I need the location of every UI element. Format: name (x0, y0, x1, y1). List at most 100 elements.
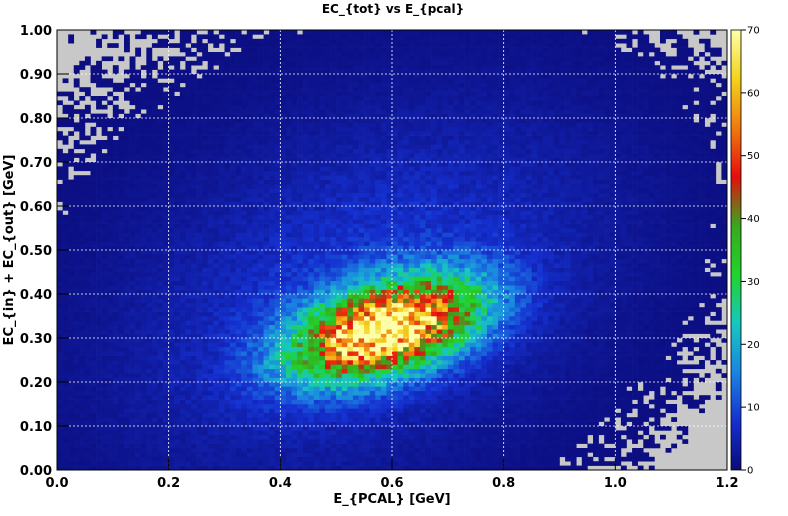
heatmap-cell (224, 267, 231, 273)
heatmap-cell (224, 302, 231, 308)
heatmap-cell (174, 307, 181, 312)
heatmap-cell (185, 448, 192, 453)
heatmap-cell (213, 342, 220, 348)
heatmap-cell (140, 192, 147, 198)
heatmap-cell (79, 197, 86, 202)
heatmap-cell (246, 333, 253, 339)
heatmap-cell (274, 148, 281, 154)
heatmap-cell (202, 329, 209, 334)
heatmap-cell (118, 254, 125, 260)
heatmap-cell (313, 228, 320, 233)
heatmap-cell (129, 219, 136, 224)
heatmap-cell (96, 267, 102, 273)
heatmap-cell (246, 250, 253, 255)
heatmap-cell (124, 426, 130, 431)
heatmap-cell (252, 324, 259, 330)
heatmap-cell (157, 38, 164, 44)
heatmap-cell (151, 351, 158, 356)
heatmap-cell (96, 197, 102, 202)
heatmap-cell (330, 333, 337, 339)
heatmap-cell (157, 272, 164, 277)
heatmap-cell (118, 272, 125, 277)
heatmap-cell (179, 56, 186, 62)
heatmap-cell (140, 360, 147, 365)
heatmap-cell (174, 417, 181, 422)
heatmap-cell (297, 395, 303, 400)
heatmap-cell (174, 82, 181, 88)
heatmap-cell (330, 104, 337, 110)
heatmap-cell (112, 254, 119, 260)
heatmap-cell (246, 360, 253, 365)
heatmap-cell (235, 228, 242, 233)
heatmap-cell (118, 412, 125, 418)
heatmap-cell (202, 245, 209, 251)
heatmap-cell (291, 179, 298, 185)
heatmap-cell (246, 87, 253, 92)
heatmap-cell (73, 69, 80, 75)
heatmap-cell (202, 377, 209, 383)
heatmap-cell (118, 426, 125, 431)
heatmap-cell (241, 241, 248, 246)
heatmap-cell (241, 465, 248, 471)
heatmap-cell (146, 126, 153, 132)
heatmap-cell (185, 214, 192, 220)
heatmap-cell (308, 373, 315, 378)
heatmap-cell (285, 280, 292, 286)
heatmap-cell (325, 153, 331, 158)
heatmap-cell (241, 342, 248, 348)
heatmap-cell (202, 289, 209, 295)
heatmap-cell (157, 232, 164, 238)
heatmap-cell (151, 210, 158, 216)
heatmap-cell (269, 113, 276, 119)
heatmap-cell (230, 131, 236, 136)
heatmap-cell (213, 338, 220, 343)
heatmap-cell (224, 91, 231, 97)
heatmap-cell (280, 82, 287, 88)
heatmap-cell (291, 232, 298, 238)
heatmap-cell (230, 100, 236, 106)
heatmap-cell (258, 197, 264, 202)
heatmap-cell (325, 201, 331, 207)
heatmap-cell (73, 452, 80, 458)
heatmap-cell (57, 276, 63, 282)
heatmap-cell (319, 47, 326, 53)
heatmap-cell (224, 324, 231, 330)
heatmap-cell (151, 316, 158, 321)
heatmap-cell (90, 333, 97, 339)
heatmap-cell (224, 188, 231, 194)
heatmap-cell (241, 219, 248, 224)
heatmap-cell (157, 126, 164, 132)
heatmap-cell (73, 166, 80, 172)
heatmap-cell (179, 346, 186, 352)
heatmap-cell (73, 280, 80, 286)
heatmap-cell (124, 289, 130, 295)
heatmap-cell (151, 263, 158, 268)
heatmap-cell (258, 456, 264, 462)
heatmap-cell (84, 188, 91, 194)
heatmap-cell (224, 258, 231, 264)
heatmap-cell (168, 228, 175, 233)
heatmap-cell (112, 360, 119, 365)
heatmap-cell (313, 52, 320, 57)
heatmap-cell (191, 30, 197, 35)
heatmap-cell (90, 236, 97, 242)
heatmap-cell (185, 113, 192, 119)
heatmap-cell (135, 342, 142, 348)
heatmap-cell (191, 430, 197, 436)
heatmap-cell (352, 443, 359, 449)
heatmap-cell (213, 434, 220, 440)
heatmap-cell (207, 294, 214, 299)
heatmap-cell (84, 60, 91, 66)
heatmap-cell (96, 166, 102, 172)
heatmap-cell (263, 140, 270, 145)
heatmap-cell (90, 386, 97, 392)
heatmap-cell (191, 104, 197, 110)
heatmap-cell (302, 272, 309, 277)
heatmap-cell (297, 232, 303, 238)
heatmap-cell (79, 109, 86, 114)
heatmap-cell (347, 289, 354, 295)
heatmap-cell (302, 276, 309, 282)
heatmap-cell (269, 126, 276, 132)
heatmap-cell (207, 100, 214, 106)
heatmap-cell (163, 426, 169, 431)
